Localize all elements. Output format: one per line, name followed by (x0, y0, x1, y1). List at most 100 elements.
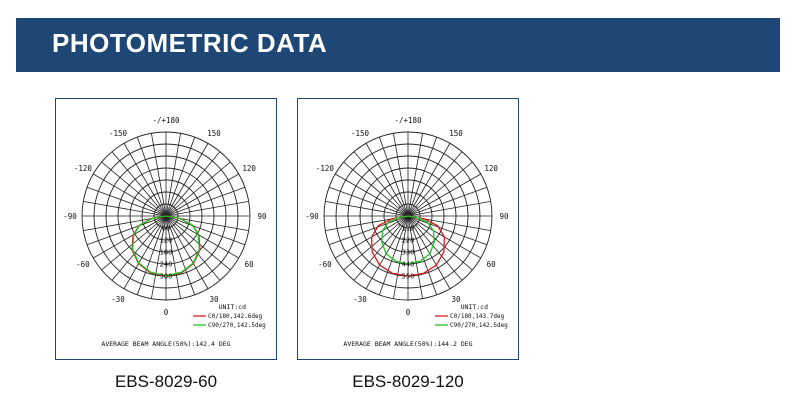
radial-label: 300 (160, 273, 173, 281)
angle-label: -/+180 (152, 116, 180, 125)
grid-spoke (407, 215, 451, 289)
grid-spoke (165, 143, 209, 217)
radial-label: 120 (160, 237, 173, 245)
grid-spoke (407, 201, 491, 217)
grid-spoke (407, 215, 438, 296)
grid-spoke (407, 161, 473, 217)
series-curve (131, 215, 201, 277)
grid-spoke (393, 215, 409, 299)
grid-spoke (407, 215, 423, 299)
angle-label: -60 (76, 260, 90, 269)
grid-spoke (407, 136, 438, 217)
grid-spoke (151, 133, 167, 217)
page-title: PHOTOMETRIC DATA (52, 28, 328, 58)
grid-spoke (165, 161, 231, 217)
polar-grid (81, 131, 251, 301)
grid-spoke (407, 215, 488, 246)
grid-spoke (407, 215, 473, 271)
grid-spoke (407, 186, 488, 217)
radial-label: 110 (402, 225, 415, 233)
grid-spoke (123, 215, 167, 289)
grid-spoke (165, 136, 196, 217)
grid-spoke (328, 215, 409, 246)
unit-label: UNIT:cd (219, 303, 246, 311)
angle-label: -/+180 (394, 116, 422, 125)
grid-spoke (353, 215, 409, 281)
radial-label: 180 (160, 249, 173, 257)
grid-spoke (407, 151, 463, 217)
polar-chart-panel: -/+180 -150 150 -120 120 -90 90 -60 60 -30 30 0 60 12… (55, 98, 277, 360)
grid-spoke (101, 161, 167, 217)
series-curve (370, 215, 446, 277)
grid-spoke (151, 215, 167, 299)
grid-spoke (325, 201, 409, 217)
grid-spoke (165, 173, 239, 217)
grid-spoke (165, 215, 196, 296)
grid-spoke (165, 201, 249, 217)
product-caption: EBS-8029-60 (114, 372, 218, 391)
legend-label: C0/180,143.7deg (450, 313, 505, 320)
grid-spoke (165, 215, 231, 271)
grid-spoke (93, 215, 167, 259)
radial-label: 330 (402, 249, 415, 257)
grid-spoke (353, 151, 409, 217)
grid-spoke (393, 133, 409, 217)
grid-spoke (328, 186, 409, 217)
grid-spoke (136, 136, 167, 217)
grid-spoke (407, 143, 451, 217)
unit-label: UNIT:cd (461, 303, 488, 311)
grid-spoke (165, 215, 221, 281)
grid-spoke (335, 173, 409, 217)
radial-label: 440 (402, 261, 415, 269)
angle-label: -90 (63, 212, 77, 221)
grid-spoke (407, 133, 423, 217)
grid-spoke (165, 215, 246, 246)
legend-label: C90/270,142.5deg (450, 322, 508, 329)
legend-label: C0/180,142.6deg (208, 313, 263, 320)
grid-spoke (378, 215, 409, 296)
angle-label: 60 (245, 260, 255, 269)
radial-label: 60 (162, 225, 170, 233)
grid-spoke (86, 215, 167, 246)
grid-spoke (136, 215, 167, 296)
angle-label: 90 (499, 212, 509, 221)
angle-label: -120 (316, 164, 335, 173)
series-curve (381, 215, 435, 265)
polar-chart-panel: -/+180 -150 150 -120 120 -90 90 -60 60 -30 30 0 110 2… (297, 98, 519, 360)
grid-spoke (111, 151, 167, 217)
polar-chart: -/+180-150 150-120 120-90 90-60 60-30 3006012… (63, 116, 267, 348)
grid-spoke (101, 215, 167, 271)
angle-label: 120 (484, 164, 498, 173)
grid-spoke (123, 143, 167, 217)
grid-spoke (165, 133, 181, 217)
grid-spoke (165, 215, 209, 289)
grid-spoke (165, 215, 181, 299)
angle-label: 0 (164, 308, 169, 317)
angle-label: -30 (353, 295, 367, 304)
grid-spoke (93, 173, 167, 217)
angle-label: -150 (109, 129, 128, 138)
grid-spoke (165, 186, 246, 217)
grid-spoke (165, 215, 239, 259)
angle-label: -90 (305, 212, 319, 221)
grid-spoke (83, 201, 167, 217)
angle-label: 120 (242, 164, 256, 173)
grid-spoke (378, 136, 409, 217)
radial-label: 240 (160, 261, 173, 269)
product-caption: EBS-8029-120 (352, 372, 464, 391)
angle-label: -150 (351, 129, 370, 138)
grid-spoke (86, 186, 167, 217)
radial-label: 220 (402, 237, 415, 245)
legend-label: C90/270,142.5deg (208, 322, 266, 329)
angle-label: -60 (318, 260, 332, 269)
grid-spoke (407, 215, 463, 281)
angle-label: -120 (74, 164, 93, 173)
polar-chart: -/+180 -150 150 -120 120 -90 90 -60 60 -30 30 0 110 2… (305, 116, 509, 348)
grid-spoke (365, 143, 409, 217)
grid-spoke (407, 173, 481, 217)
grid-spoke (165, 151, 221, 217)
angle-label: 0 (406, 308, 411, 317)
header-banner: PHOTOMETRIC DATA (16, 18, 780, 72)
angle-label: 90 (257, 212, 267, 221)
grid-spoke (365, 215, 409, 289)
